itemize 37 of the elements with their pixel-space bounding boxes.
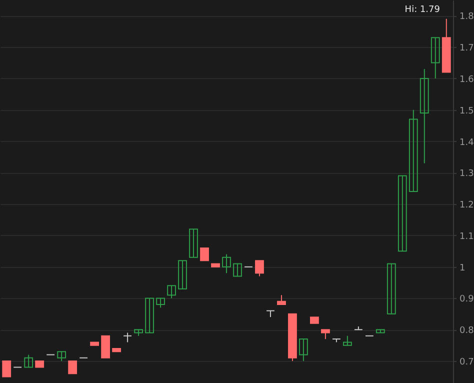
candlestick <box>408 109 418 192</box>
candlestick <box>430 37 440 79</box>
candlestick <box>200 248 209 262</box>
candlestick <box>101 335 110 358</box>
y-tick-label: 1.8 <box>460 12 474 22</box>
candlestick <box>398 175 407 252</box>
candlestick <box>2 360 12 378</box>
candlestick <box>145 298 154 334</box>
candlestick <box>386 263 396 314</box>
candlestick <box>68 360 78 374</box>
y-tick-label: 1 <box>460 263 466 274</box>
y-tick-label: 0.8 <box>460 326 474 336</box>
candlestick <box>255 260 264 277</box>
candlestick <box>420 68 429 164</box>
y-tick-label: 1.6 <box>460 74 474 85</box>
y-tick-label: 1.5 <box>460 106 474 116</box>
candlestick <box>24 354 34 368</box>
y-tick-label: 1.1 <box>460 232 474 242</box>
candlestick <box>123 332 132 343</box>
y-tick-label: 1.3 <box>460 169 474 180</box>
candlestick <box>178 260 187 290</box>
candlestick <box>222 254 231 274</box>
y-tick-label: 0.9 <box>460 294 474 305</box>
candlestick <box>321 329 330 340</box>
candlestick <box>277 294 286 306</box>
candlestick <box>299 338 308 362</box>
candlestick <box>233 263 242 277</box>
candlestick <box>167 285 176 299</box>
y-tick-label: 0.7 <box>460 358 474 368</box>
y-tick-label: 1.4 <box>460 138 474 148</box>
y-tick-label: 1.2 <box>460 200 474 211</box>
candlestick <box>342 335 352 346</box>
y-tick-label: 1.7 <box>460 44 474 54</box>
candlestick <box>57 351 66 362</box>
annotation: Hi: 1.79 <box>404 5 440 15</box>
candlestick <box>156 298 165 308</box>
candlestick <box>189 228 198 258</box>
